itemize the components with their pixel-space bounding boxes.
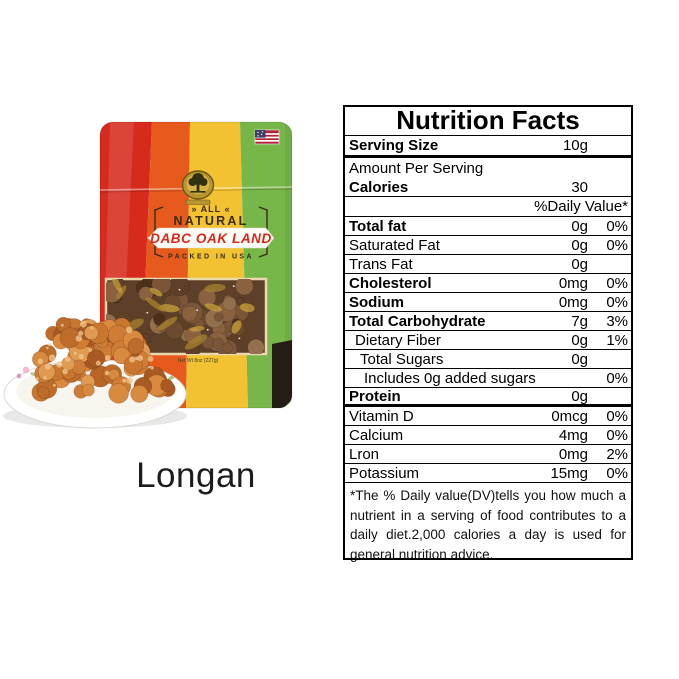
nutrient-label: Total Carbohydrate [349, 312, 486, 330]
package-label: » ALL « NATURAL DABC OAK LAND PACKED IN … [147, 204, 275, 261]
tree-logo-icon [181, 170, 215, 205]
nutrient-amount: 0mg [558, 445, 588, 463]
nutrient-label: Lron [349, 445, 380, 463]
nutrient-label: Cholesterol [349, 274, 432, 292]
calories-label: Calories [349, 178, 409, 196]
nutrient-row: Potassium 15mg 0% [345, 464, 631, 483]
nutrient-dv: 0% [606, 274, 628, 292]
nutrient-row: Includes 0g added sugars 0% [345, 369, 631, 388]
nutrient-row: Protein 0g [345, 388, 631, 407]
us-flag-icon [254, 129, 280, 145]
nutrient-row: Total Sugars 0g [345, 350, 631, 369]
nutrient-row: Sodium 0mg 0% [345, 293, 631, 312]
nutrient-row: Trans Fat 0g [345, 255, 631, 274]
nutrient-dv: 0% [606, 217, 628, 235]
nutrient-row: Vitamin D 0mcg 0% [345, 407, 631, 426]
nutrient-dv: 3% [606, 312, 628, 330]
nutrient-dv: 0% [606, 426, 628, 444]
nutrient-dv: 0% [606, 236, 628, 254]
nutrient-dv: 0% [606, 293, 628, 311]
product-name: Longan [136, 456, 256, 495]
all-label: » ALL « [191, 204, 230, 214]
nutrient-label: Potassium [349, 464, 420, 482]
nutrition-rows: Total fat 0g 0% Saturated Fat 0g 0% Trans Fat 0… [345, 217, 631, 483]
daily-value-header-row: %Daily Value* [345, 197, 631, 217]
nutrient-label: Total fat [349, 217, 407, 235]
nutrient-label: Calcium [349, 426, 404, 444]
longan-pile [31, 317, 176, 404]
serving-size-row: Serving Size 10g [345, 136, 631, 158]
serving-size-value: 10g [562, 137, 588, 154]
nutrient-amount: 0mcg [551, 407, 588, 425]
nutrient-dv: 2% [606, 445, 628, 463]
nutrient-label: Dietary Fiber [355, 331, 441, 349]
nutrient-label: Vitamin D [349, 407, 414, 425]
natural-label: NATURAL [174, 214, 249, 228]
calories-value: 30 [571, 178, 588, 196]
serving-size-label: Serving Size [349, 137, 439, 154]
brand-banner [147, 227, 275, 249]
nutrient-row: Cholesterol 0mg 0% [345, 274, 631, 293]
nutrient-label: Sodium [349, 293, 404, 311]
nutrient-label: Trans Fat [349, 255, 413, 273]
product-photo: » ALL « NATURAL DABC OAK LAND PACKED IN … [0, 108, 340, 538]
nutrient-amount: 0g [571, 236, 588, 254]
nutrient-label: Protein [349, 387, 401, 405]
amount-per-serving-label: Amount Per Serving [349, 159, 484, 177]
nutrient-amount: 0g [571, 255, 588, 273]
bag-gusset [272, 340, 292, 408]
daily-value-header: %Daily Value* [534, 198, 628, 215]
nutrient-dv: 0% [606, 464, 628, 482]
nutrient-row: Saturated Fat 0g 0% [345, 236, 631, 255]
nutrient-row: Total fat 0g 0% [345, 217, 631, 236]
nutrient-amount: 0g [571, 387, 588, 405]
nutrition-footnote: *The % Daily value(DV)tells you how much… [350, 488, 626, 562]
amount-per-serving-row: Amount Per Serving [345, 158, 631, 178]
nutrient-dv: 0% [606, 369, 628, 387]
nutrient-amount: 7g [571, 312, 588, 330]
brand-name: DABC OAK LAND [150, 231, 272, 246]
calories-row: Calories 30 [345, 178, 631, 197]
nutrient-dv: 1% [606, 331, 628, 349]
nutrient-label: Saturated Fat [349, 236, 440, 254]
nutrient-row: Dietary Fiber 0g 1% [345, 331, 631, 350]
nutrient-amount: 4mg [558, 426, 588, 444]
nutrient-row: Total Carbohydrate 7g 3% [345, 312, 631, 331]
product-photo-graphic: » ALL « NATURAL DABC OAK LAND PACKED IN … [3, 121, 293, 429]
nutrient-dv: 0% [606, 407, 628, 425]
stripe-yellow [186, 122, 248, 408]
nutrient-row: Calcium 4mg 0% [345, 426, 631, 445]
nutrient-amount: 0g [571, 350, 588, 368]
nutrient-row: Lron 0mg 2% [345, 445, 631, 464]
nutrient-amount: 0mg [558, 274, 588, 292]
nutrition-facts-title: Nutrition Facts [345, 107, 631, 136]
net-weight-label: Net Wt 8oz (227g) [178, 358, 219, 364]
nutrient-label: Includes 0g added sugars [364, 369, 536, 387]
nutrient-amount: 0g [571, 217, 588, 235]
packed-in-usa-label: PACKED IN USA [168, 254, 254, 261]
nutrient-amount: 0g [571, 331, 588, 349]
nutrient-amount: 15mg [550, 464, 588, 482]
plate-of-longan [3, 317, 187, 429]
nutrition-facts-panel: Nutrition Facts Serving Size 10g Amount … [343, 105, 633, 562]
nutrient-amount: 0mg [558, 293, 588, 311]
nutrient-label: Total Sugars [360, 350, 444, 368]
